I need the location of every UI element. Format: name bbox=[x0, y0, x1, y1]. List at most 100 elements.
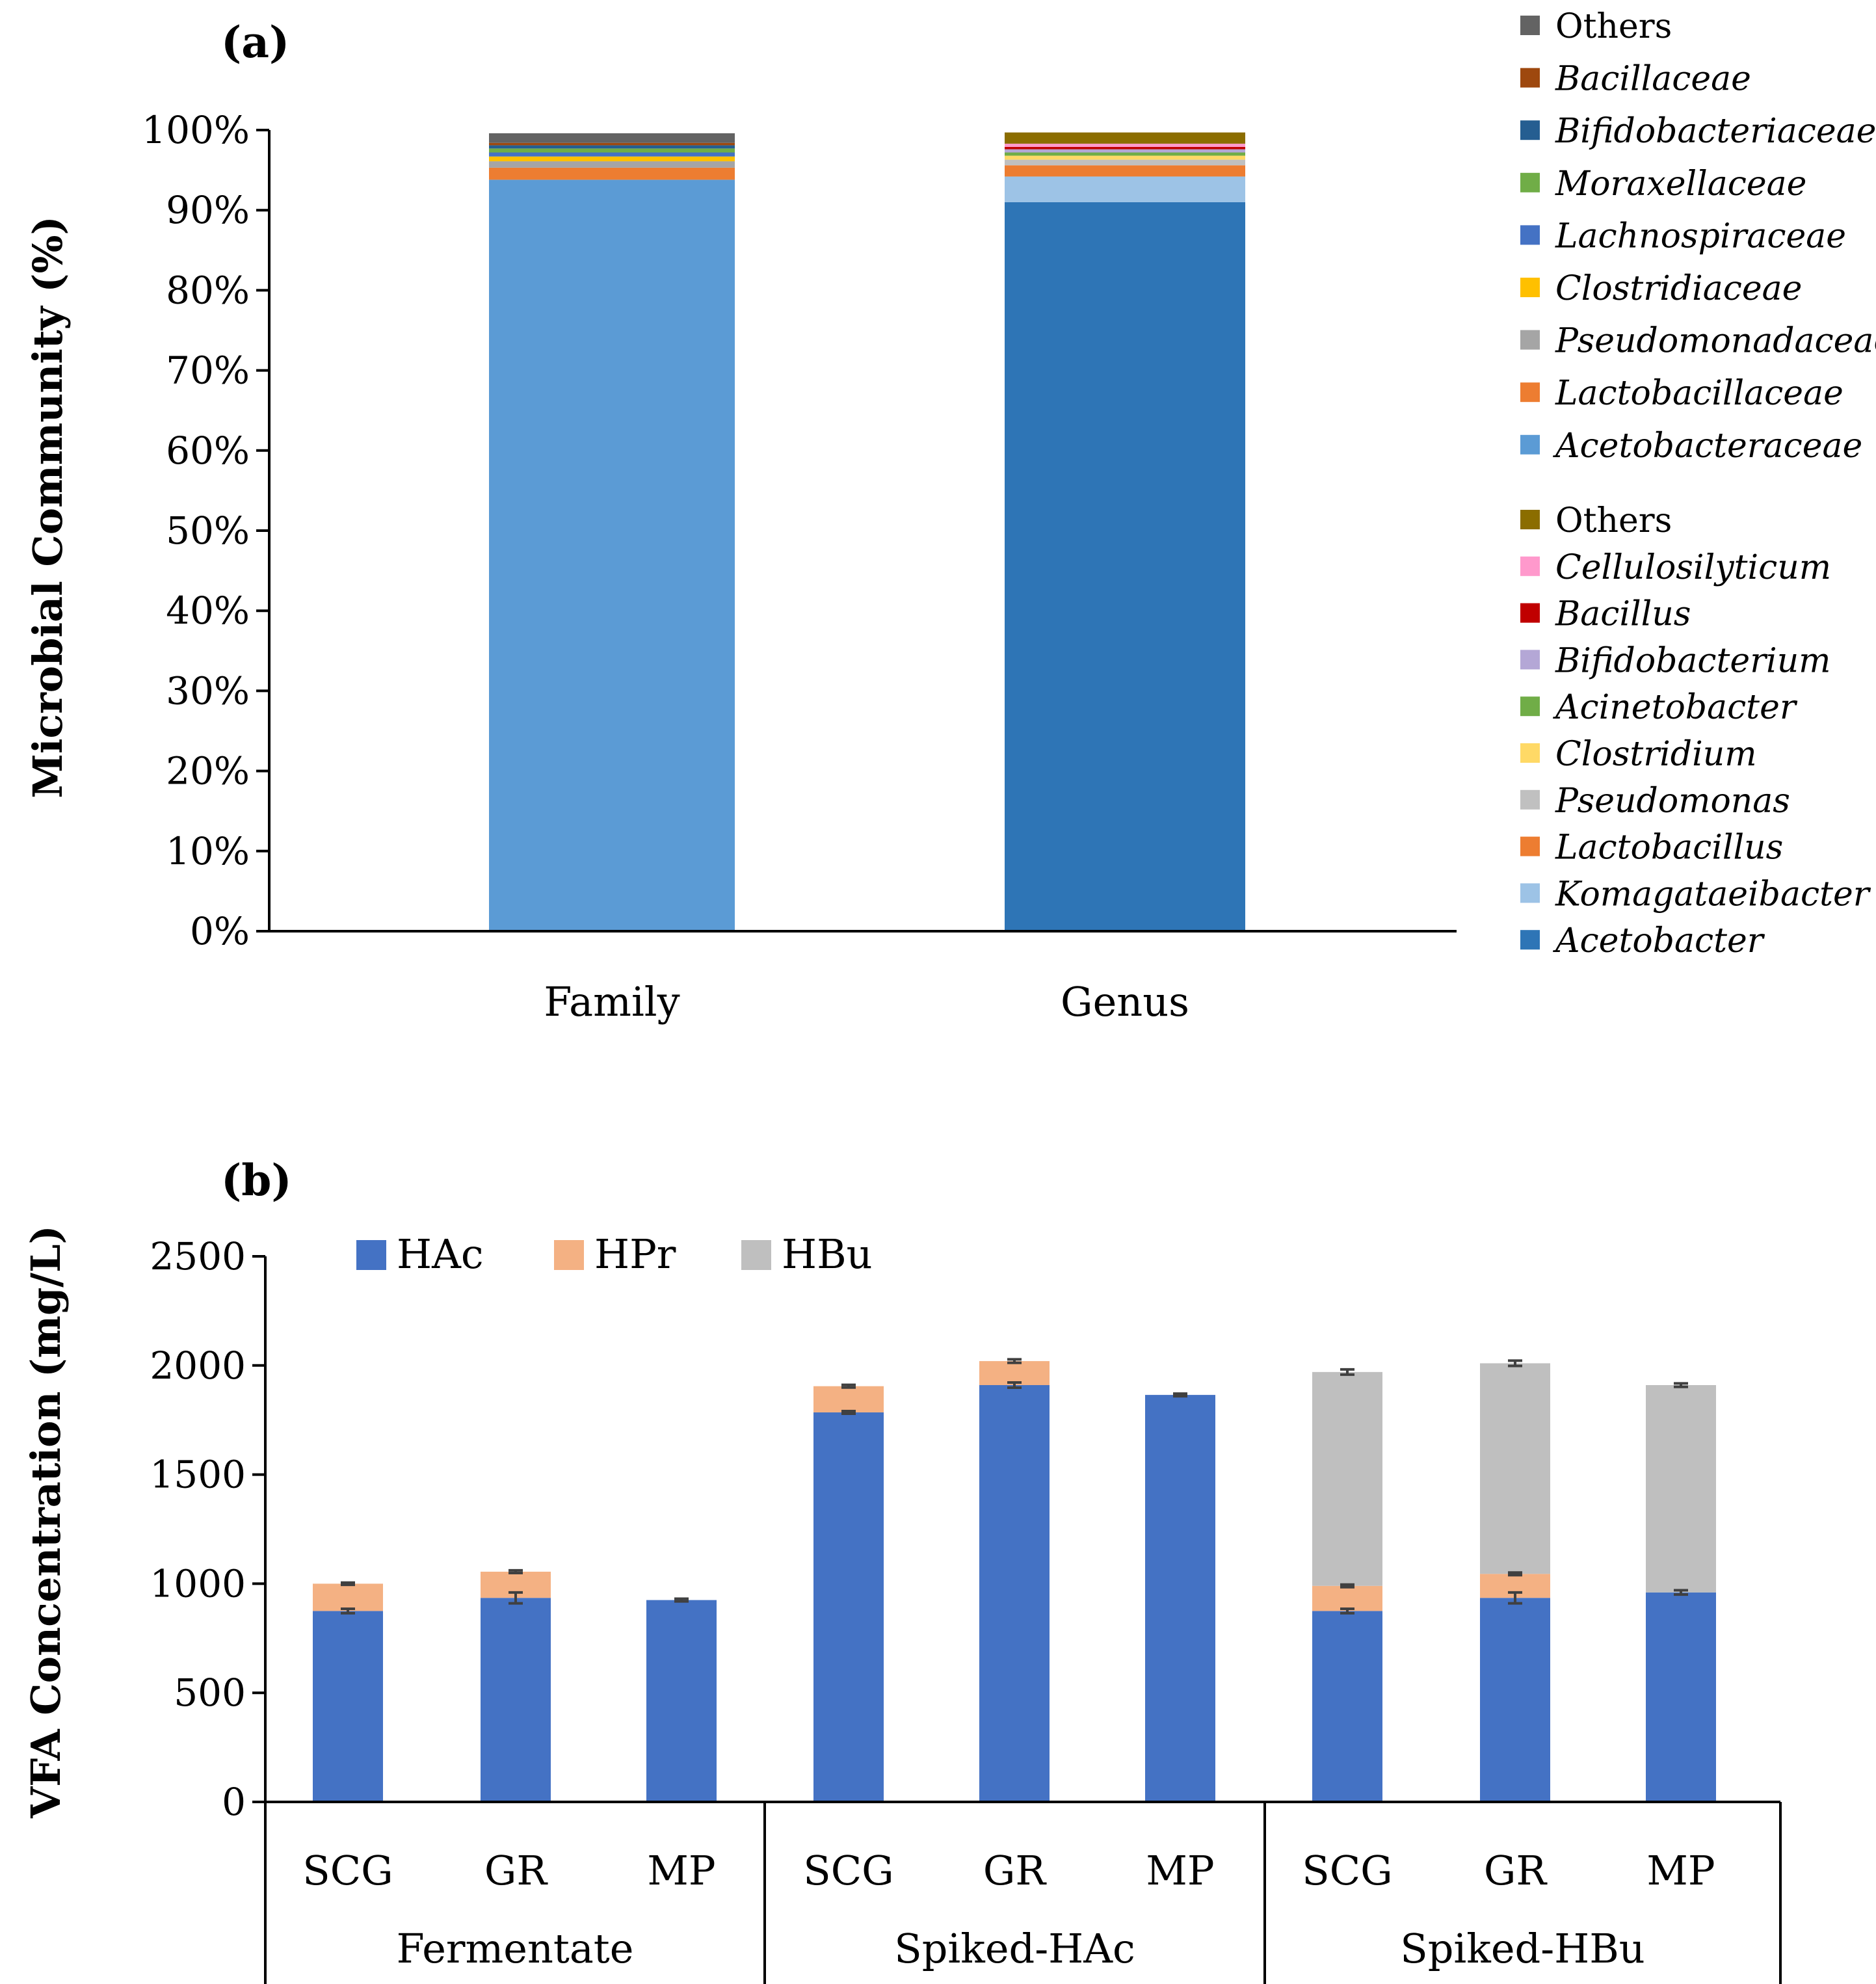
panel-a-tick-label: 50% bbox=[166, 509, 250, 553]
legend-label-others: Others bbox=[1555, 501, 1672, 540]
group-label-fermentate: Fermentate bbox=[397, 1925, 634, 1972]
bar-segment-family-others bbox=[489, 133, 735, 143]
legend-swatch-bacillaceae bbox=[1520, 68, 1540, 88]
panel-b-tick-label: 0 bbox=[222, 1780, 246, 1824]
legend-swatch-acetobacteraceae bbox=[1520, 434, 1540, 455]
legend-swatch-hpr bbox=[554, 1240, 584, 1270]
panel-a-tick-label: 10% bbox=[166, 829, 250, 873]
panel-b-y-axis-title: VFA Concentration (mg/L) bbox=[22, 1225, 70, 1819]
bar-segment-family-lachnospiraceae bbox=[489, 152, 735, 157]
legend-label-pseudomonadaceae: Pseudomonadaceae bbox=[1555, 322, 1876, 361]
bar-segment-3-hac bbox=[646, 1600, 717, 1802]
error-bar-7-hbu bbox=[1340, 1368, 1354, 1376]
category-label-fermentate-mp: MP bbox=[647, 1847, 715, 1894]
bar-segment-genus-bifidobacterium bbox=[1005, 149, 1245, 153]
bar-segment-genus-acetobacter bbox=[1005, 202, 1245, 931]
error-bar-9-hac bbox=[1674, 1589, 1688, 1596]
legend-swatch-pseudomonadaceae bbox=[1520, 330, 1540, 350]
category-label-spiked-hac-mp: MP bbox=[1146, 1847, 1214, 1894]
legend-label-acetobacteraceae: Acetobacteraceae bbox=[1553, 427, 1862, 466]
panel-b-y-ticks: 0 500 1000 1500 2000 2500 bbox=[150, 1234, 265, 1824]
legend-swatch-lactobacillus bbox=[1520, 836, 1540, 856]
legend-swatch-cellulosilyticum bbox=[1520, 556, 1540, 576]
category-label-spiked-hbu-scg: SCG bbox=[1302, 1847, 1392, 1894]
bar-segment-9-hac bbox=[1646, 1592, 1716, 1802]
panel-a-tick-label: 30% bbox=[166, 668, 250, 713]
panel-b-tick-label: 500 bbox=[174, 1671, 246, 1715]
panel-b-error-bars bbox=[341, 1358, 1688, 1615]
panel-a-tick-label: 40% bbox=[166, 589, 250, 633]
legend-swatch-others bbox=[1520, 16, 1540, 35]
legend-swatch-acinetobacter bbox=[1520, 696, 1540, 717]
legend-label-moraxellaceae: Moraxellaceae bbox=[1555, 165, 1806, 204]
panel-a-tick-label: 80% bbox=[166, 268, 250, 312]
panel-b-tick-label: 2500 bbox=[150, 1234, 246, 1278]
legend-swatch-lachnospiraceae bbox=[1520, 225, 1540, 245]
bar-segment-family-moraxellaceae bbox=[489, 148, 735, 153]
error-bar-7-hac bbox=[1340, 1607, 1354, 1615]
legend-label-lachnospiraceae: Lachnospiraceae bbox=[1555, 217, 1846, 256]
error-bar-3-hac bbox=[674, 1597, 689, 1603]
bar-segment-2-hac bbox=[481, 1598, 551, 1802]
error-bar-8-hac bbox=[1508, 1591, 1522, 1605]
legend-label-hpr: HPr bbox=[594, 1230, 676, 1278]
bar-segment-family-bacillaceae bbox=[489, 142, 735, 146]
bar-segment-5-hac bbox=[979, 1385, 1050, 1802]
legend-swatch-bifidobacteriaceae bbox=[1520, 120, 1540, 140]
legend-label-bifidobacterium: Bifidobacterium bbox=[1555, 641, 1831, 680]
legend-label-acinetobacter: Acinetobacter bbox=[1553, 688, 1798, 727]
legend-label-clostridiaceae: Clostridiaceae bbox=[1555, 269, 1802, 308]
category-label-genus: Genus bbox=[1061, 978, 1189, 1025]
legend-swatch-clostridium bbox=[1520, 743, 1540, 763]
bar-segment-genus-clostridium bbox=[1005, 155, 1245, 160]
legend-label-others: Others bbox=[1555, 7, 1672, 46]
legend-label-cellulosilyticum: Cellulosilyticum bbox=[1555, 548, 1831, 587]
panel-b-axes bbox=[264, 1256, 1782, 1984]
category-label-spiked-hac-scg: SCG bbox=[803, 1847, 893, 1894]
panel-a-microbial-community-chart: (a) Microbial Community (%) 0% 10% 20% 30% 4… bbox=[24, 7, 1876, 1025]
panel-a-tick-label: 0% bbox=[190, 909, 250, 953]
panel-a-category-labels: Family Genus bbox=[544, 978, 1189, 1025]
legend-swatch-hac bbox=[356, 1240, 386, 1270]
bar-segment-family-bifidobacteriaceae bbox=[489, 145, 735, 149]
panel-a-tick-label: 100% bbox=[142, 108, 250, 152]
bar-segment-4-hpr bbox=[813, 1386, 884, 1412]
error-bar-6-hac bbox=[1173, 1392, 1187, 1398]
error-bar-1-hac bbox=[341, 1607, 355, 1615]
panel-a-y-ticks: 0% 10% 20% 30% 40% 50% 60% 70% 80% 90% 100% bbox=[142, 108, 269, 953]
error-bar-4-hpr bbox=[841, 1383, 856, 1389]
bar-segment-7-hbu bbox=[1312, 1371, 1382, 1586]
bar-segment-4-hac bbox=[813, 1412, 884, 1802]
bar-segment-6-hac bbox=[1145, 1395, 1215, 1802]
bar-segment-7-hpr bbox=[1312, 1585, 1382, 1611]
legend-swatch-bifidobacterium bbox=[1520, 650, 1540, 670]
legend-label-bifidobacteriaceae: Bifidobacteriaceae bbox=[1555, 112, 1876, 151]
error-bar-9-hbu bbox=[1674, 1382, 1688, 1388]
legend-label-komagataeibacter: Komagataeibacter bbox=[1555, 875, 1871, 914]
legend-swatch-others bbox=[1520, 510, 1540, 529]
error-bar-5-hac bbox=[1007, 1381, 1022, 1390]
bar-segment-genus-cellulosilyticum bbox=[1005, 143, 1245, 147]
panel-a-y-axis-title: Microbial Community (%) bbox=[24, 216, 72, 799]
error-bar-8-hbu bbox=[1508, 1359, 1522, 1368]
bar-segment-genus-others bbox=[1005, 132, 1245, 144]
legend-label-lactobacillus: Lactobacillus bbox=[1555, 828, 1783, 867]
error-bar-8-hpr bbox=[1508, 1571, 1522, 1577]
bar-segment-genus-pseudomonas bbox=[1005, 159, 1245, 166]
bar-segment-5-hpr bbox=[979, 1361, 1050, 1386]
legend-swatch-lactobacillaceae bbox=[1520, 382, 1540, 403]
legend-swatch-clostridiaceae bbox=[1520, 278, 1540, 297]
legend-swatch-pseudomonas bbox=[1520, 789, 1540, 810]
panel-a-legend-genus: Others Cellulosilyticum Bacillus Bifidobact… bbox=[1520, 501, 1871, 960]
panel-b-tick-label: 1000 bbox=[150, 1561, 246, 1606]
bar-segment-genus-lactobacillus bbox=[1005, 165, 1245, 177]
bar-segment-8-hbu bbox=[1480, 1363, 1550, 1574]
panel-a-tick-label: 70% bbox=[166, 349, 250, 393]
panel-b-vfa-concentration-chart: (b) VFA Concentration (mg/L) 0 500 1000 150… bbox=[22, 1155, 1782, 1984]
panel-a-stacked-bars bbox=[489, 132, 1245, 931]
panel-a-tick-label: 90% bbox=[166, 188, 250, 232]
panel-b-tick-label: 2000 bbox=[150, 1343, 246, 1388]
legend-swatch-acetobacter bbox=[1520, 930, 1540, 950]
bar-segment-family-lactobacillaceae bbox=[489, 167, 735, 180]
